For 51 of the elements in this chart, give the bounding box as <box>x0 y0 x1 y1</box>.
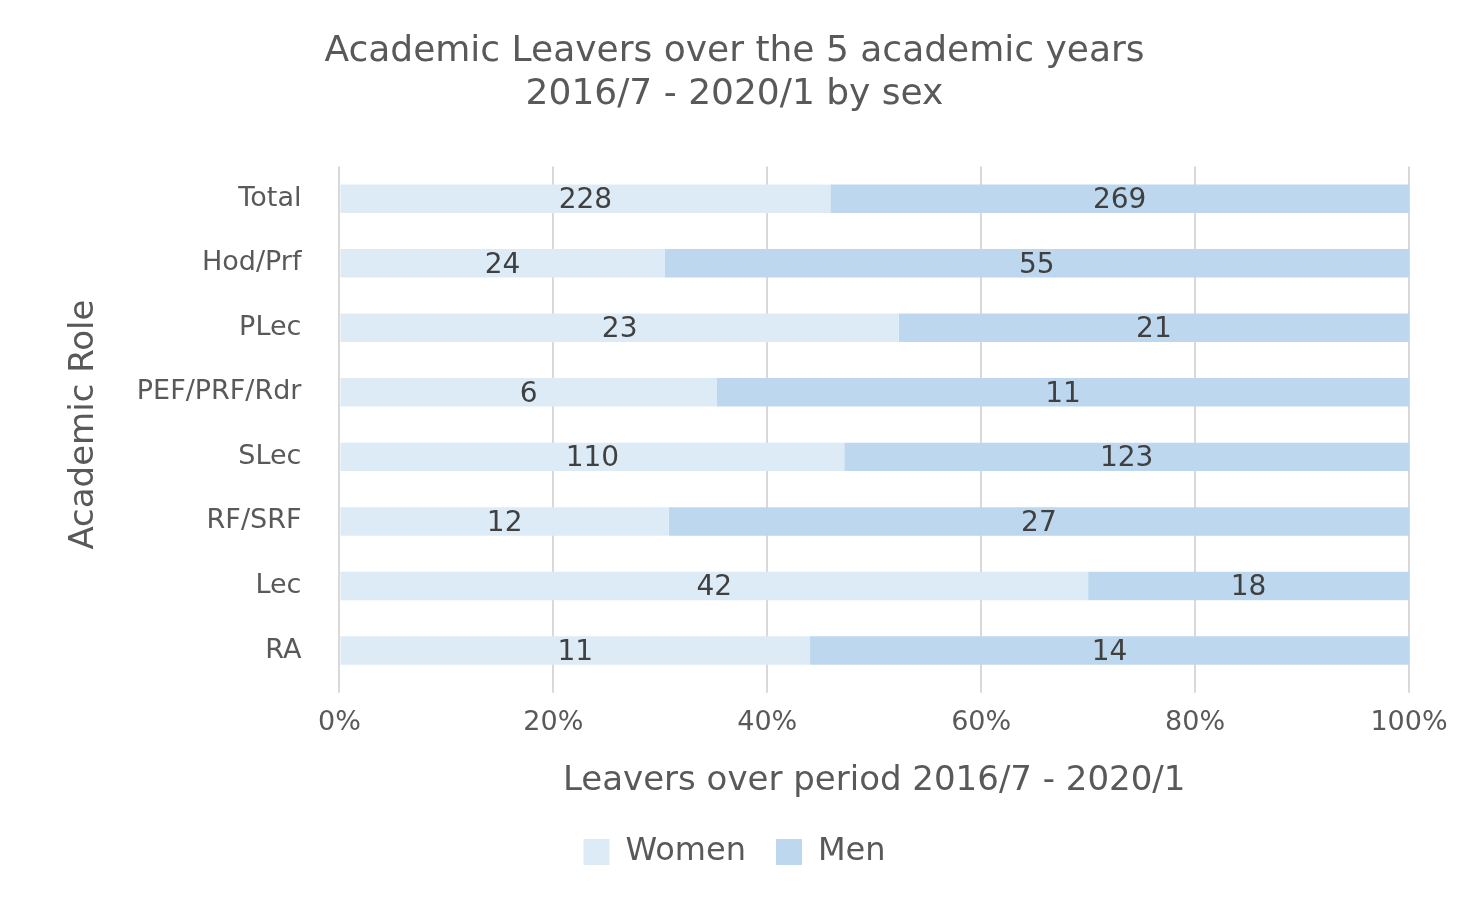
y-tick-label: PLec <box>239 309 302 341</box>
bar <box>340 442 845 472</box>
annotation: 55 <box>1018 246 1055 280</box>
legend-label: Men <box>817 830 886 869</box>
x-tick-label: 0% <box>318 705 361 737</box>
y-tick-label: RF/SRF <box>206 503 302 535</box>
y-tick-label: Total <box>237 180 302 212</box>
bar <box>340 507 669 536</box>
x-tick-label: 40% <box>737 705 798 737</box>
bar <box>668 507 1409 536</box>
annotation: 12 <box>486 504 523 538</box>
annotation: 14 <box>1091 633 1128 667</box>
annotation: 21 <box>1136 311 1172 345</box>
annotation: 269 <box>1092 181 1147 215</box>
annotation: 23 <box>601 311 638 345</box>
y-tick-label: RA <box>265 632 302 664</box>
annotation: 11 <box>557 633 594 667</box>
annotation: 110 <box>565 440 620 474</box>
bar <box>340 184 831 213</box>
bar <box>340 636 811 665</box>
legend-label: Women <box>625 830 746 869</box>
bar <box>844 442 1409 472</box>
bar <box>830 184 1409 213</box>
annotation: 42 <box>696 569 733 603</box>
annotation: 6 <box>519 375 538 409</box>
y-tick-label: PEF/PRF/Rdr <box>136 374 303 406</box>
x-tick-label: 20% <box>523 705 584 737</box>
x-tick-label: 100% <box>1370 705 1448 737</box>
bar <box>1088 571 1409 601</box>
annotation: 27 <box>1021 504 1057 538</box>
annotation: 228 <box>558 181 613 215</box>
x-tick-label: 60% <box>951 705 1012 737</box>
annotation: 24 <box>484 246 521 280</box>
bar <box>664 249 1409 278</box>
bar <box>340 313 899 342</box>
chart-title: Academic Leavers over the 5 academic years 2016/7 - 2020/1 by sex <box>324 27 1145 113</box>
bar <box>898 313 1409 342</box>
bar <box>716 378 1409 407</box>
y-tick-label: SLec <box>238 438 302 470</box>
bar <box>810 636 1409 665</box>
annotation: 18 <box>1230 569 1267 603</box>
annotation: 11 <box>1045 375 1081 409</box>
annotation: 123 <box>1099 440 1154 474</box>
x-axis-title: Leavers over period 2016/7 - 2020/1 <box>562 758 1186 799</box>
bar <box>340 378 717 407</box>
y-tick-label: Hod/Prf <box>201 245 303 277</box>
y-tick-label: Lec <box>255 567 302 599</box>
x-tick-label: 80% <box>1165 705 1226 737</box>
bar <box>340 571 1089 601</box>
bar <box>340 249 665 278</box>
y-axis-title: Academic Role <box>61 299 102 550</box>
